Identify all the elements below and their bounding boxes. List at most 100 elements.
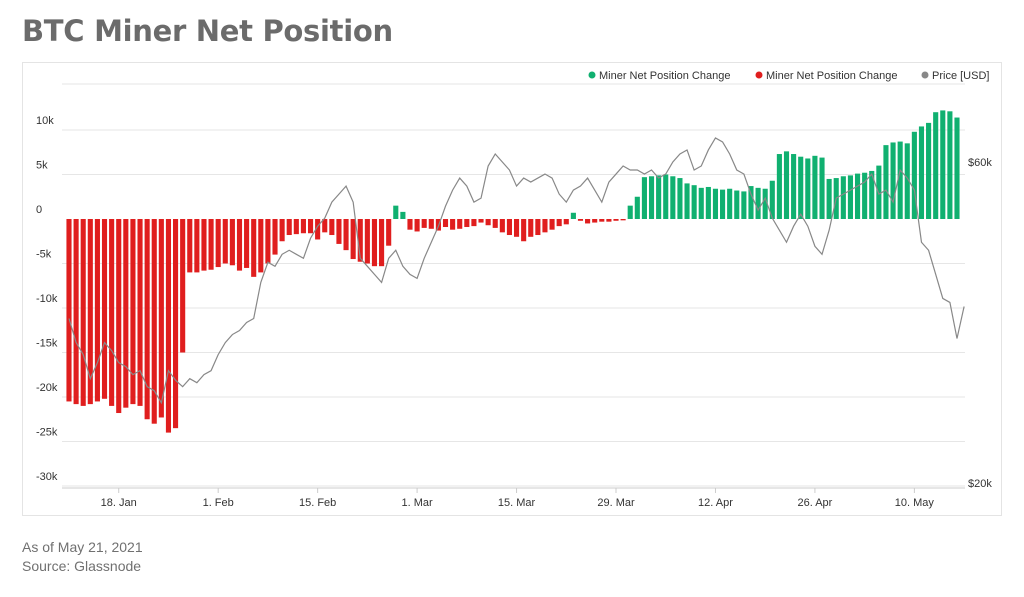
bar-negative	[478, 219, 484, 223]
x-tick-label: 26. Apr	[797, 497, 832, 509]
right-y-axis: $60k $20k	[968, 157, 992, 490]
y-right-tick-label: $60k	[968, 157, 992, 169]
bar-negative	[258, 219, 264, 273]
bar-positive	[656, 175, 662, 219]
bar-negative	[94, 219, 100, 402]
bar-positive	[862, 172, 868, 219]
bar-negative	[499, 219, 505, 233]
y-tick-label: -20k	[36, 382, 58, 394]
grid-lines	[62, 83, 965, 487]
x-tick-label: 18. Jan	[101, 497, 137, 509]
x-axis: 18. Jan 1. Feb 15. Feb 1. Mar 15. Mar 29. Mar…	[62, 487, 965, 509]
bar-positive	[755, 187, 761, 219]
bar-positive	[727, 188, 733, 219]
bar-negative	[109, 219, 115, 406]
bar-positive	[890, 142, 896, 219]
bar-positive	[854, 173, 861, 219]
bar-negative	[563, 219, 569, 225]
x-tick-label: 10. May	[895, 497, 935, 509]
bar-negative	[350, 219, 356, 260]
bar-positive	[933, 112, 939, 219]
bar-positive	[826, 178, 832, 219]
bar-positive	[869, 170, 875, 219]
y-tick-label: 10k	[36, 115, 54, 127]
bar-positive	[720, 189, 726, 219]
bar-positive	[812, 155, 818, 219]
bar-negative	[208, 219, 214, 270]
bar-negative	[300, 219, 306, 234]
bar-positive	[393, 205, 399, 219]
bar-negative	[421, 219, 427, 228]
bar-series	[66, 110, 960, 433]
bar-negative	[542, 219, 548, 233]
price-line-series	[68, 137, 965, 405]
bar-negative	[173, 219, 179, 429]
bar-negative	[236, 219, 243, 271]
bar-positive	[940, 110, 946, 219]
bar-positive	[734, 190, 740, 219]
bar-positive	[783, 151, 790, 219]
bar-positive	[634, 196, 640, 219]
bar-negative	[222, 219, 228, 264]
y-tick-label: -10k	[36, 293, 58, 305]
bar-negative	[158, 219, 164, 418]
bar-negative	[265, 219, 271, 264]
bar-negative	[80, 219, 86, 406]
y-tick-label: 0	[36, 204, 42, 216]
bar-positive	[947, 111, 953, 219]
bar-negative	[194, 219, 200, 273]
bar-negative	[343, 219, 349, 251]
bar-positive	[847, 175, 853, 219]
bar-negative	[599, 219, 605, 222]
bar-negative	[357, 219, 363, 262]
bar-negative	[371, 219, 378, 267]
legend-item[interactable]: Miner Net Position Change	[588, 70, 731, 82]
bar-negative	[201, 219, 207, 271]
source-note: Source: Glassnode	[22, 558, 142, 574]
bar-negative	[585, 219, 591, 224]
bar-positive	[698, 187, 704, 219]
legend-label: Price [USD]	[932, 70, 989, 82]
legend-item[interactable]: Miner Net Position Change	[755, 70, 898, 82]
bar-negative	[293, 219, 299, 235]
chart-frame	[22, 62, 1002, 516]
bar-positive	[954, 117, 960, 219]
bar-negative	[606, 219, 612, 222]
bar-negative	[620, 219, 626, 221]
bar-negative	[165, 219, 172, 433]
bar-negative	[506, 219, 512, 236]
bar-negative	[336, 219, 342, 244]
bar-positive	[641, 177, 647, 219]
x-tick-label: 29. Mar	[597, 497, 635, 509]
bar-positive	[840, 176, 846, 219]
bar-negative	[521, 219, 527, 242]
bar-positive	[648, 176, 655, 219]
bar-negative	[123, 219, 129, 408]
bar-negative	[513, 219, 520, 237]
bar-negative	[414, 219, 420, 232]
bar-negative	[549, 219, 555, 230]
bar-positive	[627, 205, 633, 219]
bar-positive	[712, 188, 719, 219]
bar-negative	[144, 219, 150, 420]
bar-negative	[73, 219, 79, 405]
bar-positive	[776, 154, 782, 219]
bar-positive	[705, 186, 711, 219]
bar-negative	[450, 219, 456, 230]
x-tick-label: 12. Apr	[698, 497, 733, 509]
bar-negative	[329, 219, 335, 236]
bar-negative	[485, 219, 491, 226]
bar-negative	[180, 219, 186, 353]
legend[interactable]: Miner Net Position Change Miner Net Posit…	[588, 70, 990, 82]
legend-label: Miner Net Position Change	[766, 70, 897, 82]
bar-positive	[798, 156, 804, 219]
bar-negative	[130, 219, 136, 405]
bar-negative	[272, 219, 278, 255]
bar-negative	[286, 219, 292, 236]
bar-negative	[442, 219, 449, 228]
legend-item[interactable]: Price [USD]	[921, 70, 990, 82]
bar-negative	[137, 219, 143, 406]
bar-negative	[315, 219, 321, 240]
bar-positive	[918, 126, 925, 219]
